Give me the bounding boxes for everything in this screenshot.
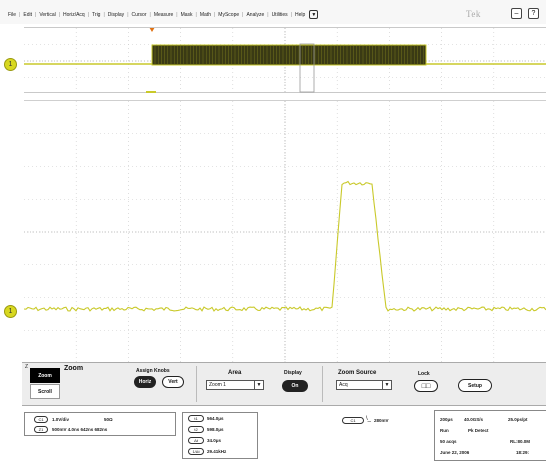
tek-logo: Tek [466,9,481,19]
horiz-knob-button[interactable]: Horiz [134,376,156,388]
menu-separator: | [176,11,178,18]
cursor-value: 29.41kHz [207,449,227,454]
cursor-badge[interactable]: Δt [188,437,204,444]
menu-separator: | [267,11,269,18]
minimize-button[interactable]: – [511,8,522,19]
display-toggle[interactable]: On [282,380,308,392]
zoom-window-box [299,43,315,93]
zoom-pane[interactable] [24,100,546,363]
waveform-trace [24,180,546,312]
menu-item-measure[interactable]: Measure [153,11,174,18]
cursor-badge[interactable]: t2 [188,426,204,433]
lock-button[interactable]: □□ [414,380,438,392]
ch1-badge[interactable]: C1 [34,416,48,423]
menu-separator: | [290,11,292,18]
chevron-down-icon: ▼ [382,381,391,389]
timebase: 200μs [440,417,453,422]
area-label: Area [228,370,242,376]
cursor-value: 598.0μs [207,427,224,432]
cursor-value: 564.0μs [207,416,224,421]
time: 18:29: [516,450,530,455]
trigger-arrow-icon [149,28,155,32]
menu-separator: | [103,11,105,18]
menu-item-cursor[interactable]: Cursor [131,11,147,18]
acq-count: 50 acqs [440,439,457,444]
menu-item-math[interactable]: Math [199,11,211,18]
lock-label: Lock [418,371,430,377]
trigger-level: 280mV [374,418,389,423]
menu-item-analyze[interactable]: Analyze [246,11,265,18]
overview-pane[interactable] [24,27,546,94]
acq-mode: Pk Detect [468,428,489,433]
channel-readout-box [24,412,176,436]
menu-item-utilities[interactable]: Utilities [271,11,288,18]
z1-badge[interactable]: Z1 [34,426,48,433]
help-button[interactable]: ? [528,8,539,19]
record-length: RL:80.0M [510,439,531,444]
chevron-down-icon: ▼ [254,381,263,389]
divider [196,366,197,402]
menu-separator: | [35,11,37,18]
minimize-icon: – [514,10,519,17]
zoom-plot [24,101,546,363]
lock-icon: □□ [421,382,431,390]
menu-bar: File | Edit | Vertical | Horiz/Acq | Trig | Displa… [0,0,546,24]
menu-item-edit[interactable]: Edit [23,11,32,18]
menu-separator: | [58,11,61,18]
cursor-badge[interactable]: 1/Δt [188,448,204,455]
trigger-source-badge[interactable]: C1 [342,417,364,424]
menu-item-vertical[interactable]: Vertical [39,11,56,18]
zoom-panel-title: Zoom [64,365,84,372]
ch1-impedance: 50Ω [104,417,113,422]
chevron-down-icon[interactable]: ▼ [309,10,319,19]
run-state: Run [440,428,449,433]
channel-1-marker-overview[interactable]: 1 [4,58,17,71]
assign-knobs-label: Assign Knobs [136,368,170,374]
zoom-tab[interactable]: Zoom [30,368,60,383]
trigger-slope-icon: \_ [366,416,372,422]
menu-item-myscope[interactable]: MyScope [218,11,240,18]
menu-item-trig[interactable]: Trig [92,11,101,18]
menu-item-horiz-acq[interactable]: Horiz/Acq [63,11,85,18]
help-icon: ? [531,10,536,17]
status-bar [22,407,546,461]
zoom-source-label: Zoom Source [338,370,377,376]
vert-knob-button[interactable]: Vert [162,376,184,388]
corner-label: Z [25,364,29,370]
pulse-burst [151,44,427,66]
cursor-value: 34.0μs [207,438,222,443]
menu-item-file[interactable]: File [8,11,17,18]
menu-items: File | Edit | Vertical | Horiz/Acq | Trig | Displa… [8,10,319,19]
divider [322,366,323,402]
ch1-scale: 1.0V/div [52,417,70,422]
menu-separator: | [149,11,151,18]
menu-item-help[interactable]: Help [295,11,306,18]
menu-separator: | [242,11,244,18]
menu-separator: | [87,11,90,18]
date: June 22, 2006 [440,450,470,455]
area-select[interactable]: Zoom 1 ▼ [206,380,264,390]
resolution: 25.0ps/pt [508,417,528,422]
z1-readout: 500mV 4.0ns 642ns 682ns [52,427,108,432]
display-label: Display [284,370,302,376]
cursor-readout-box [182,412,258,459]
cursor-badge[interactable]: t1 [188,415,204,422]
zoom-source-select[interactable]: Acq ▼ [336,380,392,390]
menu-separator: | [127,11,129,18]
scroll-tab[interactable]: Scroll [30,384,60,399]
overview-plot [24,28,546,94]
channel-1-marker-zoom[interactable]: 1 [4,305,17,318]
sample-rate: 40.0GS/s [464,417,484,422]
setup-button[interactable]: Setup [458,379,492,392]
menu-item-mask[interactable]: Mask [180,11,193,18]
menu-separator: | [195,11,197,18]
menu-item-display[interactable]: Display [107,11,125,18]
menu-separator: | [19,11,21,18]
menu-separator: | [213,11,216,18]
